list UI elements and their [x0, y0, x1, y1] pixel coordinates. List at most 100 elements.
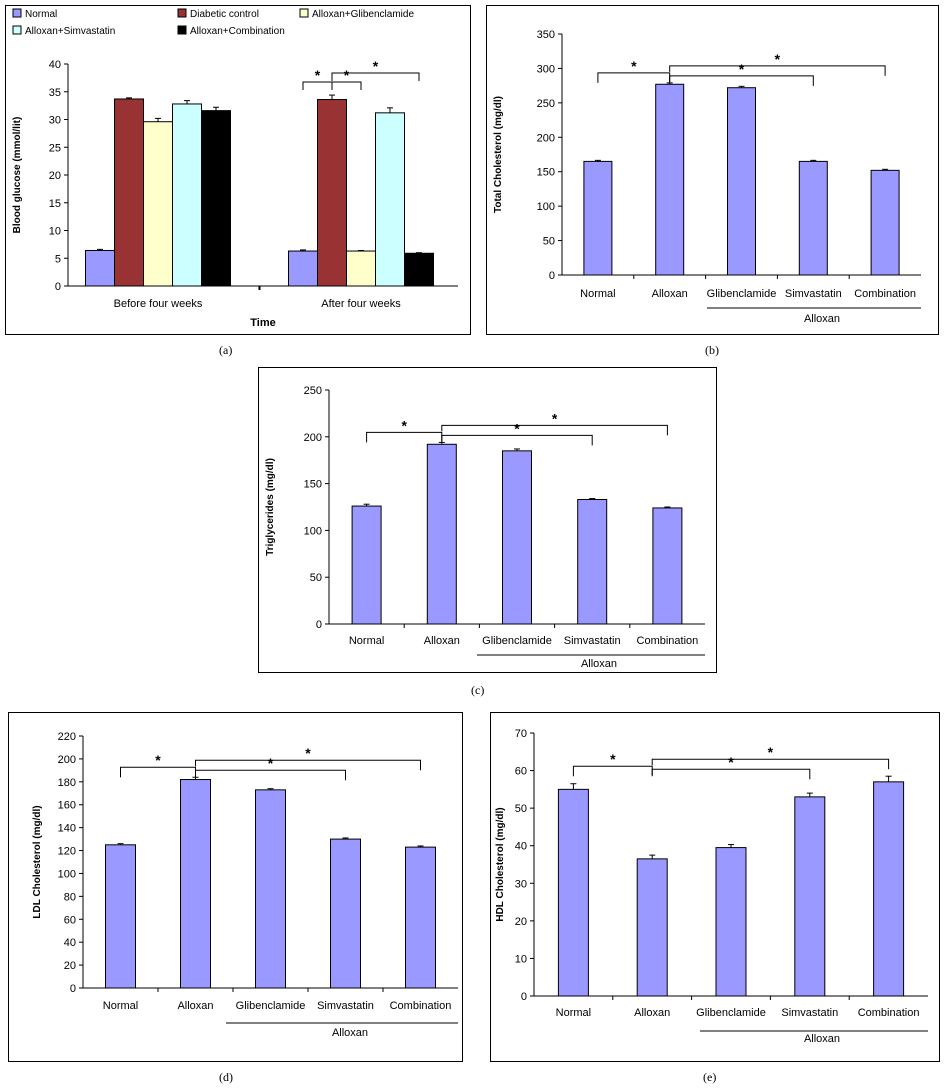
panel-a-y-tick-label: 5 [55, 253, 61, 265]
legend-swatch-2 [299, 8, 309, 18]
panel-b-y-axis-label: Total Cholesterol (mg/dl) [493, 96, 504, 213]
significance-star: * [768, 744, 774, 760]
bar-a-0-4 [201, 110, 231, 287]
significance-star: * [401, 417, 407, 433]
panel-c-y-tick-label: 100 [304, 525, 322, 537]
panel-a-y-tick-label: 35 [49, 87, 61, 99]
panel-a-y-axis-label: Blood glucose (mmol/lit) [12, 117, 23, 234]
panel-a-x-axis-label: Time [250, 317, 275, 329]
panel-a-y-tick-label: 0 [55, 281, 61, 293]
panel-e-x-tick-label: Simvastatin [781, 1007, 838, 1019]
panel-b-x-tick-label: Glibenclamide [707, 288, 777, 300]
bar-a-1-1 [317, 99, 347, 287]
significance-star: * [631, 58, 637, 74]
panel-a-y-tick-label: 20 [49, 170, 61, 182]
panel-d-y-tick-label: 20 [64, 960, 76, 972]
legend-label-2: Alloxan+Glibenclamide [312, 9, 414, 20]
panel-a-y-tick-label: 10 [49, 226, 61, 238]
panel-e-group-label: Alloxan [804, 1033, 840, 1045]
legend-label-3: Alloxan+Simvastatin [25, 26, 115, 37]
significance-star: * [739, 61, 745, 77]
panel-d-y-tick-label: 200 [58, 754, 76, 766]
caption-a: (a) [219, 343, 233, 357]
panel-a-y-tick-label: 40 [49, 59, 61, 71]
panel-d-y-tick-label: 60 [64, 914, 76, 926]
significance-bracket [651, 768, 811, 780]
significance-star: * [315, 67, 321, 83]
panel-b-group-label: Alloxan [804, 313, 840, 325]
bar-e-4 [873, 781, 905, 997]
bar-d-0 [105, 844, 136, 989]
panel-d-x-tick-label: Alloxan [177, 1000, 213, 1012]
caption-b: (b) [705, 343, 719, 357]
panel-c-x-tick-label: Glibenclamide [482, 635, 552, 647]
panel-d-y-tick-label: 40 [64, 937, 76, 949]
panel-e-y-tick-label: 50 [515, 803, 527, 815]
bar-d-1 [180, 779, 211, 989]
panel-c-x-tick-label: Simvastatin [564, 635, 621, 647]
panel-d-x-tick-label: Normal [103, 1000, 138, 1012]
panel-c-y-tick-label: 0 [316, 619, 322, 631]
bar-a-1-3 [375, 112, 405, 287]
significance-star: * [610, 751, 616, 767]
panel-e-y-tick-label: 40 [515, 841, 527, 853]
panel-c-x-tick-label: Combination [637, 635, 699, 647]
bar-c-2 [502, 450, 532, 625]
panel-e-x-tick-label: Combination [858, 1007, 920, 1019]
panel-b-x-tick-label: Combination [854, 288, 916, 300]
significance-bracket [669, 65, 886, 76]
panel-d-x-tick-label: Glibenclamide [236, 1000, 306, 1012]
panel-d-y-tick-label: 160 [58, 800, 76, 812]
significance-bracket [331, 81, 362, 90]
caption-e: (e) [703, 1070, 717, 1084]
panel-c-frame [258, 367, 717, 673]
bar-b-0 [583, 160, 613, 276]
panel-d-y-tick-label: 180 [58, 777, 76, 789]
panel-e-y-tick-label: 60 [515, 766, 527, 778]
bar-a-1-4 [404, 252, 434, 287]
significance-bracket [366, 431, 443, 443]
legend-label-4: Alloxan+Combination [190, 26, 285, 37]
legend-swatch-0 [12, 8, 22, 18]
bar-c-3 [577, 499, 608, 625]
bar-c-1 [426, 443, 457, 625]
panel-d-x-tick-label: Simvastatin [317, 1000, 374, 1012]
significance-bracket [651, 758, 890, 770]
bar-a-1-2 [346, 250, 376, 287]
significance-bracket [195, 759, 421, 771]
panel-c-y-axis-label: Triglycerides (mg/dl) [265, 458, 276, 556]
panel-e-y-tick-label: 0 [521, 991, 527, 1003]
legend-label-1: Diabetic control [190, 9, 259, 20]
panel-c-y-tick-label: 200 [304, 432, 322, 444]
caption-d: (d) [219, 1070, 233, 1084]
bar-e-2 [715, 847, 747, 997]
panel-d-y-tick-label: 140 [58, 823, 76, 835]
panel-e-x-tick-label: Glibenclamide [696, 1007, 766, 1019]
panel-b-y-tick-label: 300 [537, 63, 555, 75]
significance-star: * [775, 51, 781, 67]
significance-bracket [597, 72, 671, 83]
panel-e-y-axis-label: HDL Cholesterol (mg/dl) [495, 807, 506, 921]
panel-c-y-tick-label: 150 [304, 479, 322, 491]
legend-swatch-4 [177, 25, 187, 35]
significance-star: * [155, 752, 161, 768]
bar-d-3 [330, 838, 361, 989]
legend-label-0: Normal [25, 9, 57, 20]
significance-bracket [120, 766, 196, 778]
bar-a-0-0 [85, 249, 115, 287]
caption-c: (c) [471, 683, 485, 697]
bar-c-4 [652, 507, 683, 625]
panel-a-x-tick-label: After four weeks [321, 298, 401, 310]
panel-a-x-tick-label: Before four weeks [114, 298, 203, 310]
panel-a-y-tick-label: 15 [49, 198, 61, 210]
bar-e-0 [557, 788, 589, 997]
bar-b-4 [870, 169, 900, 276]
panel-a-y-tick-label: 25 [49, 142, 61, 154]
panel-e-y-tick-label: 30 [515, 878, 527, 890]
significance-star: * [373, 58, 379, 74]
bar-b-1 [655, 83, 685, 276]
panel-d-y-tick-label: 120 [58, 846, 76, 858]
panel-b-y-tick-label: 250 [537, 98, 555, 110]
panel-d-y-tick-label: 220 [58, 731, 76, 743]
bar-a-0-3 [172, 103, 202, 287]
